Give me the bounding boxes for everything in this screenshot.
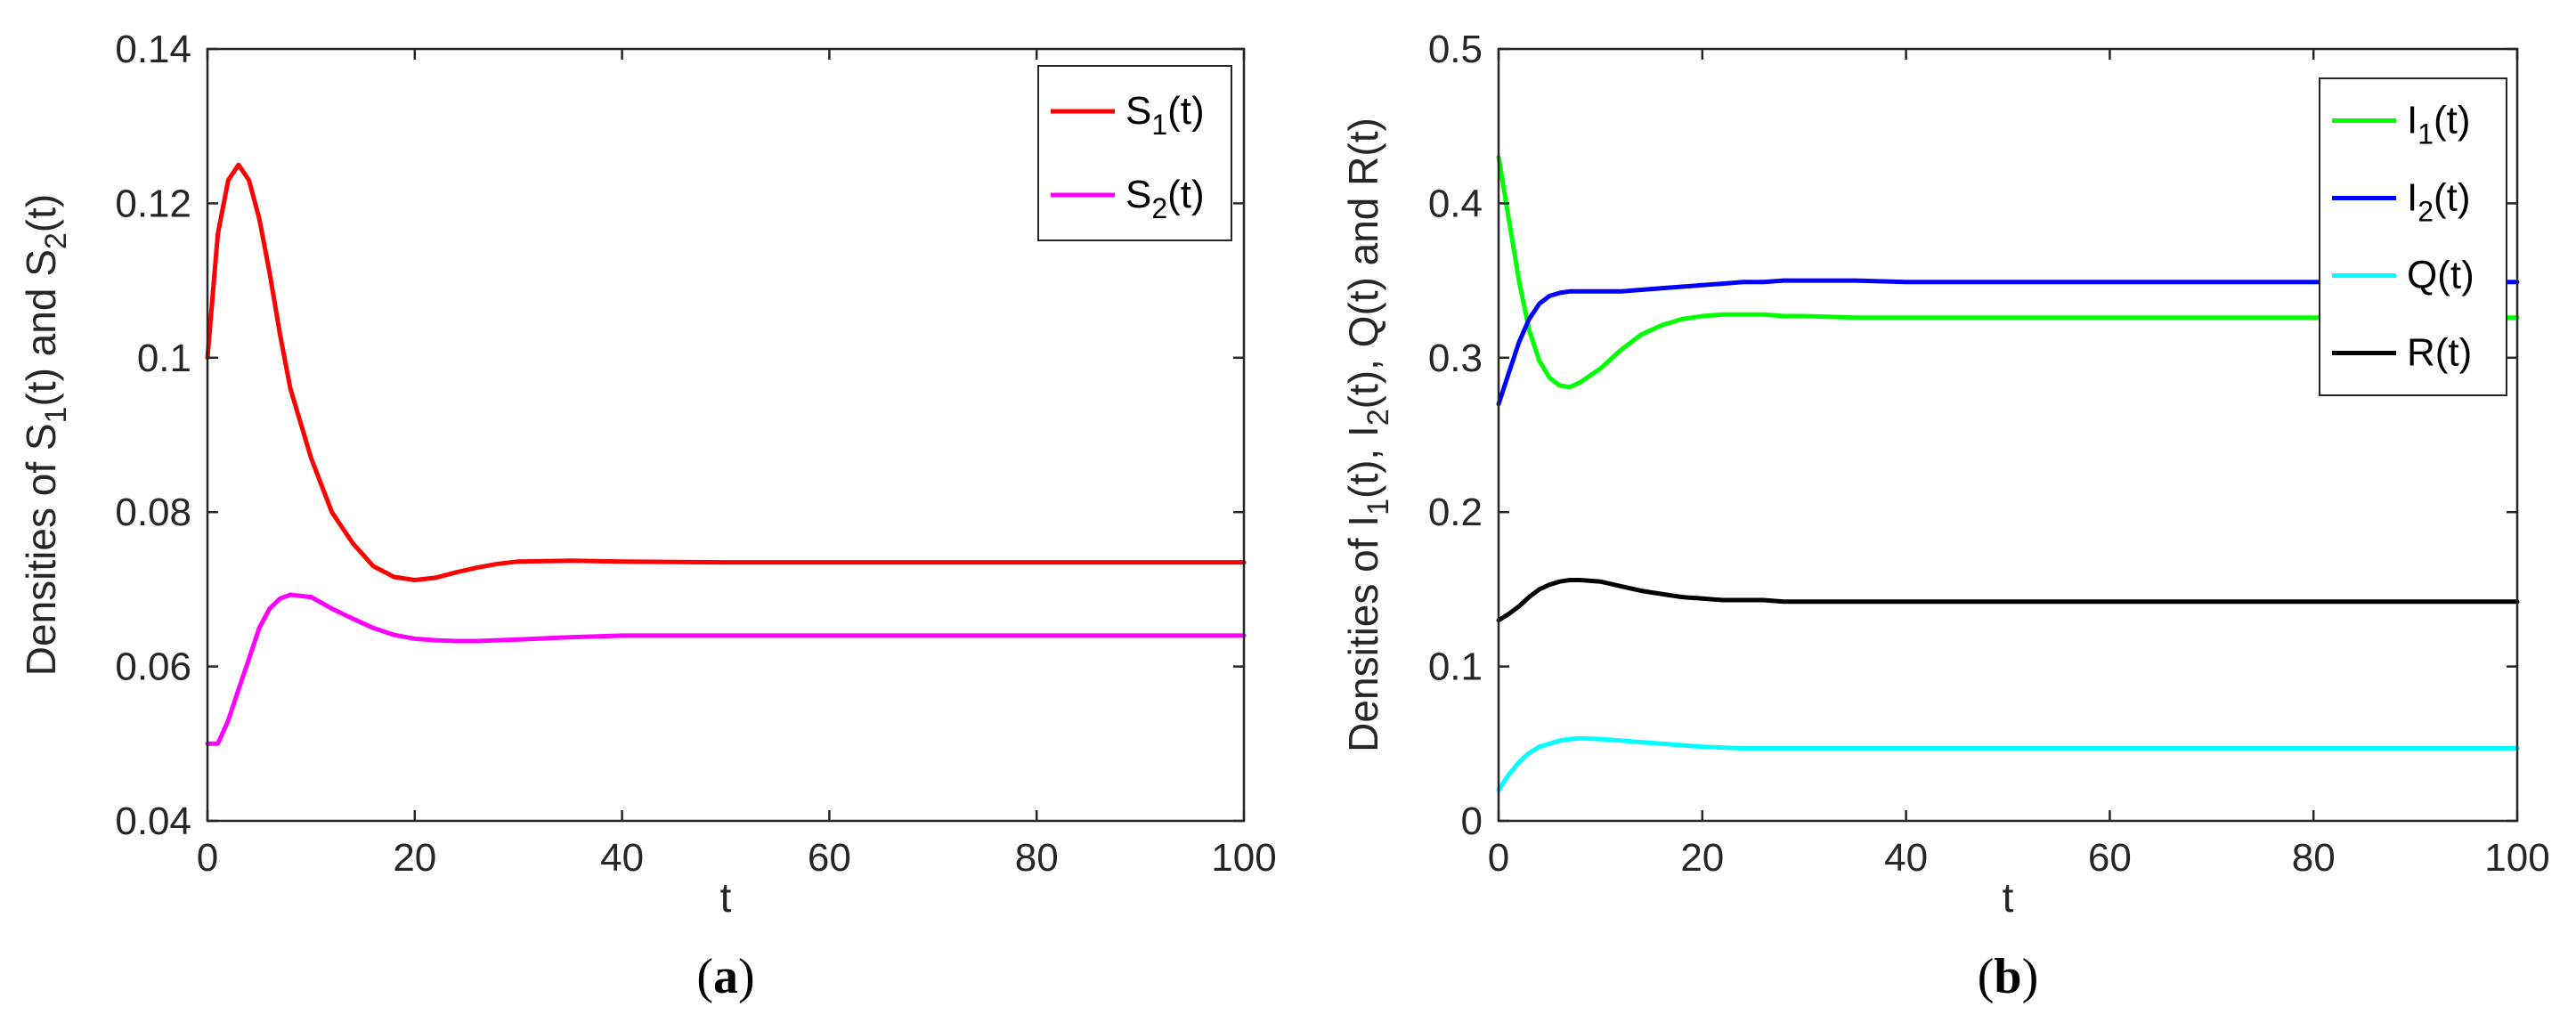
legend-entry: I1(t) xyxy=(2407,99,2471,150)
y-axis-label: Densities of I1(t), I2(t), Q(t) and R(t) xyxy=(1340,118,1395,752)
y-tick-label: 0.5 xyxy=(1428,28,1483,71)
series-line-rt xyxy=(1496,578,2520,623)
series-line-s2t xyxy=(205,592,1247,746)
y-tick-label: 0.12 xyxy=(115,182,191,225)
series-line-qt xyxy=(1496,735,2520,792)
x-tick-label: 60 xyxy=(808,836,851,880)
legend: I1(t) I2(t) Q(t) R(t) xyxy=(2319,77,2507,396)
legend-entry: S1(t) xyxy=(1125,89,1205,141)
chart-a: 0 20 40 60 80 100 0.04 0.06 0.08 0.1 0.12 0.14 t Dens… xyxy=(18,28,1277,1004)
x-tick-label: 80 xyxy=(2292,836,2336,880)
x-tick-label: 100 xyxy=(1211,836,1276,880)
y-tick-label: 0.1 xyxy=(137,337,191,380)
legend-entry: Q(t) xyxy=(2407,254,2474,297)
legend-box xyxy=(2319,77,2507,396)
y-axis-label: Densities of S1(t) and S2(t) xyxy=(18,194,73,676)
subfigure-caption: (a) xyxy=(696,949,754,1004)
y-tick-label: 0 xyxy=(1461,800,1483,843)
x-tick-label: 40 xyxy=(1884,836,1928,880)
chart-b: 0 20 40 60 80 100 0 0.1 0.2 0.3 0.4 0.5 t Densities o… xyxy=(1340,28,2550,1004)
x-axis-label: t xyxy=(2003,874,2014,921)
legend-entry: S2(t) xyxy=(1125,173,1205,224)
x-tick-label: 80 xyxy=(1015,836,1059,880)
plot-frame xyxy=(1497,47,2519,823)
series-line-s1t xyxy=(205,162,1247,582)
y-tick-label: 0.1 xyxy=(1428,645,1483,689)
legend: S1(t) S2(t) xyxy=(1037,65,1232,241)
plot-frame xyxy=(206,47,1246,823)
y-tick-label: 0.08 xyxy=(115,491,191,534)
legend-entry: I2(t) xyxy=(2407,176,2471,228)
series-line-i1t xyxy=(1496,154,2520,390)
y-tick-label: 0.04 xyxy=(115,800,191,843)
y-tick-label: 0.2 xyxy=(1428,491,1483,534)
legend-box xyxy=(1037,65,1232,241)
series-line-i2t xyxy=(1496,278,2520,407)
y-tick-label: 0.06 xyxy=(115,645,191,689)
x-tick-label: 20 xyxy=(393,836,436,880)
y-tick-label: 0.14 xyxy=(115,28,191,71)
x-tick-label: 0 xyxy=(197,836,218,880)
x-tick-label: 100 xyxy=(2484,836,2549,880)
y-tick-label: 0.3 xyxy=(1428,337,1483,380)
x-tick-label: 0 xyxy=(1488,836,1509,880)
x-axis-label: t xyxy=(720,874,732,921)
y-tick-label: 0.4 xyxy=(1428,182,1483,225)
x-tick-label: 60 xyxy=(2088,836,2132,880)
legend-entry: R(t) xyxy=(2407,331,2472,375)
x-tick-label: 40 xyxy=(600,836,644,880)
x-tick-label: 20 xyxy=(1680,836,1724,880)
subfigure-caption: (b) xyxy=(1978,949,2038,1004)
